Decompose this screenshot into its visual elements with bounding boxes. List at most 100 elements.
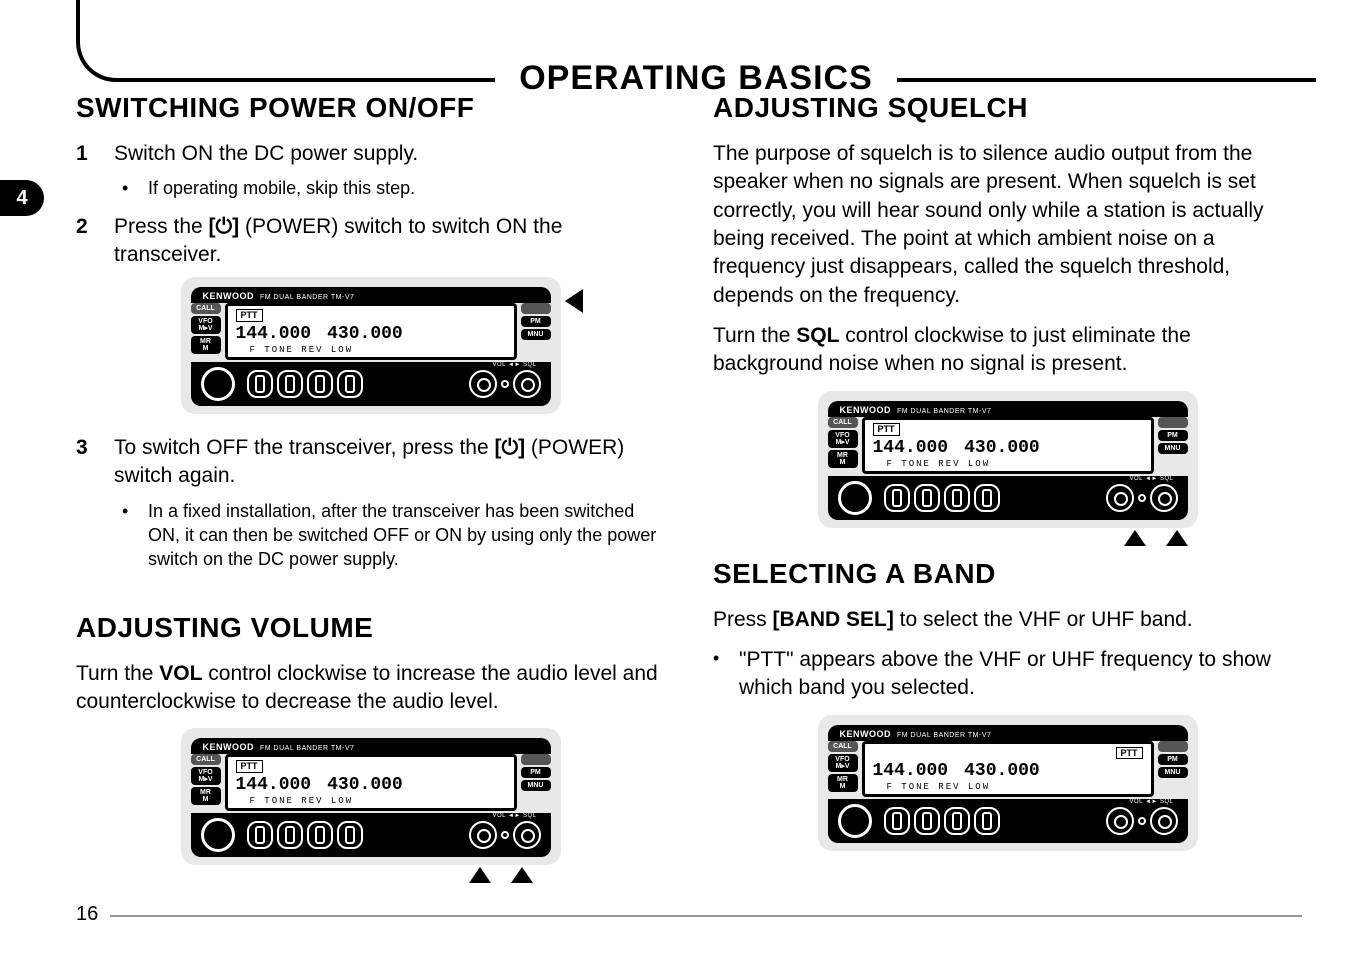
title-bar: OPERATING BASICS (76, 0, 1316, 82)
step-2: 2 Press the [⏻] (POWER) switch to switch… (76, 213, 665, 270)
step-3-pre: To switch OFF the transceiver, press the (114, 436, 494, 459)
heading-band: SELECTING A BAND (713, 558, 1302, 590)
call-button: CALL (828, 417, 858, 428)
squelch-intro: The purpose of squelch is to silence aud… (713, 140, 1302, 310)
mnu-button: MNU (521, 780, 551, 791)
radio-figure-band: KENWOOD FM DUAL BANDER TM-V7 CALL VFO M▸… (713, 715, 1302, 852)
oval-4 (337, 370, 363, 398)
bullet-icon: • (122, 499, 132, 572)
oval-1 (884, 484, 910, 512)
knob-dot (501, 380, 509, 388)
ptt-indicator: PTT (236, 760, 263, 773)
heading-squelch: ADJUSTING SQUELCH (713, 92, 1302, 124)
radio-face: CALL VFO M▸V MR M PTT 144.000 430.000 F … (191, 303, 551, 360)
knob-dot (1138, 494, 1146, 502)
heading-power: SWITCHING POWER ON/OFF (76, 92, 665, 124)
oval-2 (914, 807, 940, 835)
lcd-display: PTT 144.000 430.000 F TONE REV LOW (225, 754, 517, 811)
radio-brand-bar: KENWOOD FM DUAL BANDER TM-V7 (828, 725, 1188, 741)
radio-brand-sub: FM DUAL BANDER TM-V7 (897, 408, 991, 415)
ptt-indicator: PTT (873, 423, 900, 436)
vol-sql-knobs: VOL ◄► SQL (469, 821, 541, 849)
ptt-indicator: PTT (1116, 747, 1143, 760)
freq-uhf: 430.000 (327, 775, 403, 795)
lcd-display: PTT 144.000 430.000 F TONE REV LOW (862, 741, 1154, 798)
pointer-arrow-icon (565, 289, 583, 313)
freq-vhf: 144.000 (873, 438, 949, 458)
mr-button: MR M (828, 450, 858, 468)
blank-button (1158, 417, 1188, 428)
pm-button: PM (521, 316, 551, 327)
vol-sql-knobs: VOL ◄► SQL (469, 370, 541, 398)
radio-bottom-panel: VOL ◄► SQL (828, 799, 1188, 843)
radio-figure-volume: KENWOOD FM DUAL BANDER TM-V7 CALL VFO M▸… (76, 728, 665, 865)
oval-4 (337, 821, 363, 849)
step-3-note: • In a fixed installation, after the tra… (122, 499, 665, 572)
right-side-buttons: PM MNU (521, 303, 551, 360)
page-number: 16 (76, 903, 98, 926)
ptt-indicator: PTT (236, 309, 263, 322)
step-3-text: To switch OFF the transceiver, press the… (114, 434, 665, 491)
sql-knob (1150, 484, 1178, 512)
freq-uhf: 430.000 (964, 761, 1040, 781)
blank-button (521, 303, 551, 314)
left-side-buttons: CALL VFO M▸V MR M (828, 417, 858, 474)
power-key-icon: [⏻] (209, 215, 240, 238)
mnu-button: MNU (1158, 443, 1188, 454)
sql-pre: Turn the (713, 324, 796, 347)
power-key-icon-2: [⏻] (494, 436, 525, 459)
step-3: 3 To switch OFF the transceiver, press t… (76, 434, 665, 491)
oval-buttons (247, 821, 363, 849)
radio-brand: KENWOOD (203, 742, 255, 752)
mr-button: MR M (191, 787, 221, 805)
vol-knob (1106, 484, 1134, 512)
oval-2 (914, 484, 940, 512)
freq-vhf: 144.000 (236, 324, 312, 344)
pointer-arrow-icon (1124, 530, 1146, 546)
radio-face: CALL VFO M▸V MR M PTT 144.000 430.000 F … (828, 741, 1188, 798)
oval-2 (277, 821, 303, 849)
lcd-annunciators: F TONE REV LOW (873, 459, 1143, 469)
step-2-num: 2 (76, 213, 94, 270)
step-3-num: 3 (76, 434, 94, 491)
freq-vhf: 144.000 (236, 775, 312, 795)
oval-2 (277, 370, 303, 398)
pm-button: PM (1158, 754, 1188, 765)
step-1-note-text: If operating mobile, skip this step. (148, 176, 665, 200)
oval-3 (944, 807, 970, 835)
radio-brand: KENWOOD (840, 729, 892, 739)
vol-sql-knobs: VOL ◄► SQL (1106, 807, 1178, 835)
bullet-icon: • (713, 646, 723, 703)
right-side-buttons: PM MNU (1158, 417, 1188, 474)
mnu-button: MNU (521, 329, 551, 340)
sql-knob (513, 821, 541, 849)
mr-button: MR M (828, 774, 858, 792)
radio-brand-bar: KENWOOD FM DUAL BANDER TM-V7 (191, 738, 551, 754)
content-columns: SWITCHING POWER ON/OFF 1 Switch ON the D… (76, 92, 1302, 894)
pm-button: PM (1158, 430, 1188, 441)
volume-text: Turn the VOL control clockwise to increa… (76, 660, 665, 717)
vol-sql-label: VOL ◄► SQL (493, 362, 537, 368)
oval-4 (974, 807, 1000, 835)
tuning-knob (838, 481, 872, 515)
band-post: to select the VHF or UHF band. (894, 608, 1193, 631)
step-1: 1 Switch ON the DC power supply. (76, 140, 665, 168)
radio-bottom-panel: VOL ◄► SQL (828, 476, 1188, 520)
lcd-display: PTT 144.000 430.000 F TONE REV LOW (225, 303, 517, 360)
left-column: SWITCHING POWER ON/OFF 1 Switch ON the D… (76, 92, 665, 894)
radio-graphic: KENWOOD FM DUAL BANDER TM-V7 CALL VFO M▸… (181, 728, 561, 865)
sql-knob (513, 370, 541, 398)
lcd-annunciators: F TONE REV LOW (873, 782, 1143, 792)
band-note: • "PTT" appears above the VHF or UHF fre… (713, 646, 1302, 703)
lcd-frequencies: 144.000 430.000 (873, 438, 1143, 458)
left-side-buttons: CALL VFO M▸V MR M (191, 303, 221, 360)
right-side-buttons: PM MNU (1158, 741, 1188, 798)
sql-knob (1150, 807, 1178, 835)
vfo-button: VFO M▸V (828, 754, 858, 772)
step-2-pre: Press the (114, 215, 209, 238)
knob-dot (501, 831, 509, 839)
vol-sql-knobs: VOL ◄► SQL (1106, 484, 1178, 512)
sql-key: SQL (796, 324, 839, 347)
radio-brand-sub: FM DUAL BANDER TM-V7 (260, 745, 354, 752)
step-2-text: Press the [⏻] (POWER) switch to switch O… (114, 213, 665, 270)
